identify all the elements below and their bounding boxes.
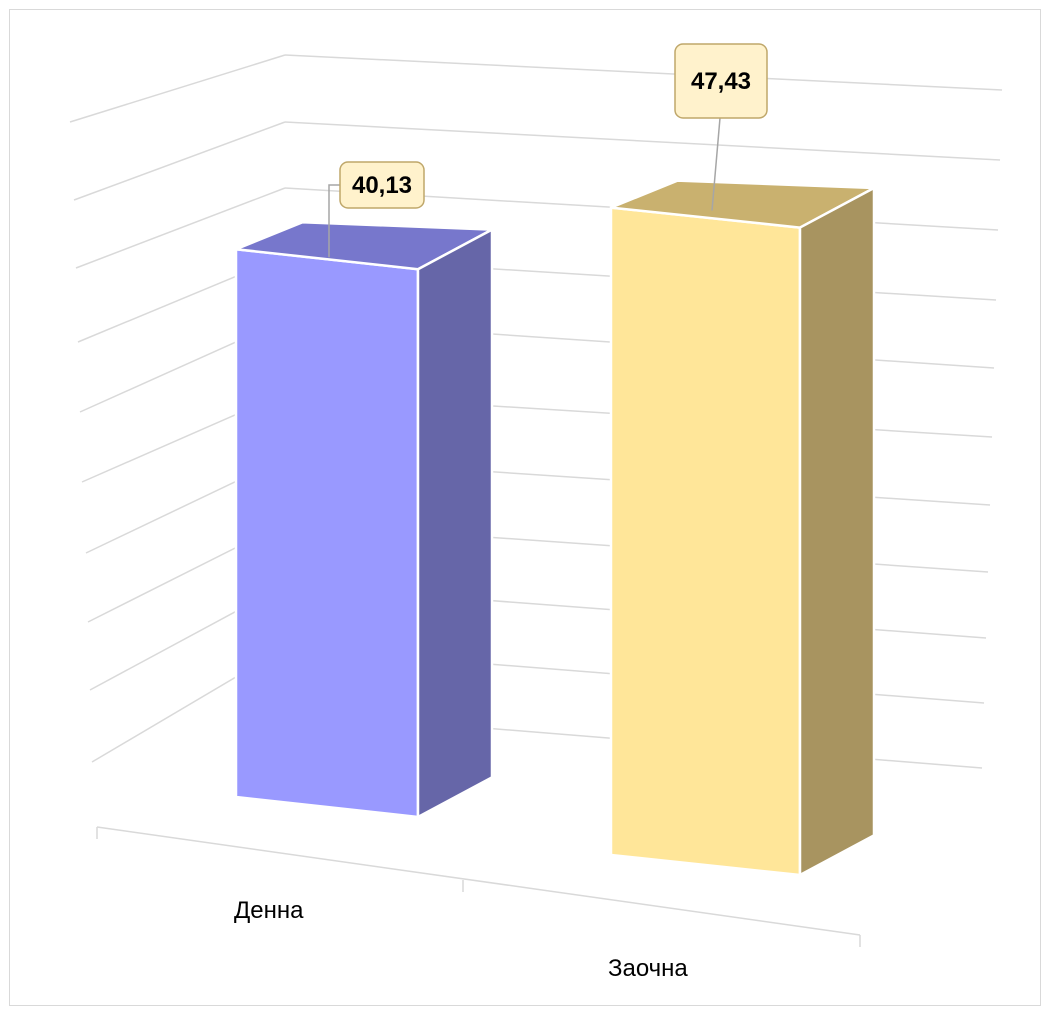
bar-denna-front	[234, 247, 420, 819]
data-label-box	[674, 43, 768, 119]
category-label: Заочна	[608, 955, 688, 982]
bars	[234, 179, 879, 878]
gridline	[284, 54, 1003, 91]
data-label: 47,43	[691, 68, 751, 95]
bar-zaochna-side	[798, 185, 876, 878]
data-label: 40,13	[352, 172, 412, 199]
gridline	[75, 187, 286, 269]
category-label: Денна	[234, 897, 304, 924]
gridline	[284, 121, 1001, 161]
axis-line	[96, 826, 861, 936]
leader-line	[328, 184, 340, 258]
gridline	[73, 121, 286, 201]
data-label-box	[339, 161, 425, 209]
gridline	[69, 54, 286, 123]
leader-line	[711, 117, 721, 211]
bar-zaochna-front	[609, 206, 802, 877]
category-axis	[96, 826, 861, 947]
bar-denna-side	[416, 227, 494, 820]
data-labels: 40,13 47,43	[328, 43, 768, 258]
